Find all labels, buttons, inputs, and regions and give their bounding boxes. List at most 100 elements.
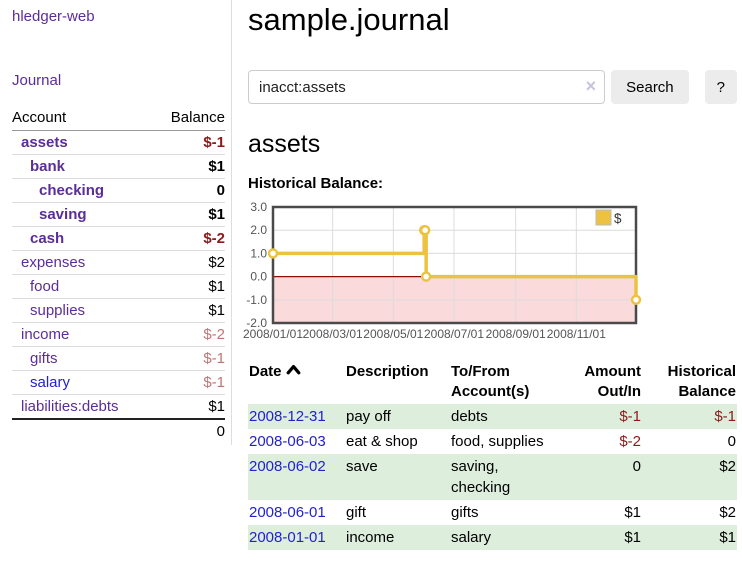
accounts-total-value: 0 [153, 418, 225, 443]
transaction-balance: $-1 [714, 408, 736, 425]
transaction-accounts: debts [451, 408, 488, 425]
register-header-accounts: To/From Account(s) [451, 363, 530, 400]
account-link[interactable]: bank [30, 158, 66, 175]
account-link[interactable]: expenses [21, 254, 86, 271]
account-link[interactable]: assets [21, 134, 68, 151]
plot-border [271, 205, 638, 325]
account-link[interactable]: cash [30, 230, 65, 247]
account-balance: $-1 [153, 346, 225, 371]
chart-title: Historical Balance: [248, 175, 384, 192]
register-tbody: 2008-12-31 pay off debts $-1 $-1 2008-06-03 ea… [248, 404, 737, 550]
register-row: 2008-06-03 eat & shop food, supplies $-2 0 [248, 429, 737, 454]
accounts-header-row: Account Balance [12, 106, 225, 131]
y-tick-label: 1.0 [250, 246, 267, 260]
x-tick-label: 2008/11/01 [547, 327, 606, 341]
account-link[interactable]: supplies [30, 302, 86, 319]
account-row: bank $1 [12, 154, 225, 179]
transaction-accounts: saving, checking [451, 458, 511, 496]
search-row: × Search ? [248, 70, 737, 104]
data-point-marker [267, 248, 279, 259]
account-row: liabilities:debts $1 [12, 394, 225, 419]
account-balance: $2 [153, 250, 225, 275]
transaction-date-link[interactable]: 2008-06-02 [249, 458, 326, 475]
main-panel: sample.journal × Search ? assets Histori… [243, 0, 737, 550]
x-tick-label: 2008/05/01 [363, 327, 423, 341]
transaction-amount: $1 [624, 529, 641, 546]
transaction-balance: $2 [719, 504, 736, 521]
account-link[interactable]: gifts [30, 350, 58, 367]
account-balance: $1 [153, 154, 225, 179]
transaction-date-link[interactable]: 2008-01-01 [249, 529, 326, 546]
x-tick-label: 2008/03/01 [303, 327, 363, 341]
account-row: salary $-1 [12, 370, 225, 395]
search-wrap: × [248, 70, 606, 104]
data-point-marker [630, 294, 642, 306]
legend-swatch [595, 209, 612, 226]
transaction-date-link[interactable]: 2008-06-01 [249, 504, 326, 521]
accounts-header-balance: Balance [153, 106, 225, 131]
account-balance: $-2 [153, 322, 225, 347]
transaction-balance: $2 [719, 458, 736, 475]
journal-link[interactable]: Journal [12, 72, 62, 89]
transaction-amount: $1 [624, 504, 641, 521]
search-input[interactable] [248, 70, 606, 104]
transaction-amount: $-2 [619, 433, 641, 450]
transaction-accounts: gifts [451, 504, 479, 521]
y-tick-label: 2.0 [250, 223, 267, 237]
x-tick-label: 2008/01/01 [243, 327, 303, 341]
accounts-header-account: Account [12, 106, 154, 131]
transaction-description: gift [346, 504, 367, 521]
clear-search-icon[interactable]: × [585, 76, 597, 96]
account-balance: $-2 [153, 226, 225, 251]
account-row: checking 0 [12, 178, 225, 203]
register-header-description: Description [346, 363, 429, 380]
legend-label: $ [614, 211, 622, 226]
register-row: 2008-01-01 income salary $1 $1 [248, 525, 737, 550]
account-balance: 0 [153, 178, 225, 203]
transaction-balance: 0 [727, 433, 736, 450]
y-tick-label: -1.0 [246, 293, 267, 307]
search-button[interactable]: Search [611, 70, 689, 104]
account-heading: assets [248, 130, 321, 158]
sidebar: hledger-web Journal Account Balance asse… [0, 0, 232, 445]
register-row: 2008-06-02 save saving, checking 0 $2 [248, 454, 737, 500]
y-tick-label: 0.0 [250, 270, 267, 284]
accounts-tbody: assets $-1 bank $1 checking 0 saving $1 cash $-2 e… [12, 131, 225, 419]
transaction-date-link[interactable]: 2008-06-03 [249, 433, 326, 450]
register-header-balance: Historical Balance [667, 363, 736, 400]
account-row: income $-2 [12, 322, 225, 347]
account-row: supplies $1 [12, 298, 225, 323]
register-header-date[interactable]: Date [248, 360, 345, 404]
transaction-description: pay off [346, 408, 391, 425]
transaction-amount: 0 [632, 458, 641, 475]
chart-legend: $ [595, 209, 622, 226]
transaction-description: save [346, 458, 378, 475]
account-balance: $1 [153, 394, 225, 419]
account-link[interactable]: checking [39, 182, 105, 199]
transaction-balance: $1 [719, 529, 736, 546]
transaction-date-link[interactable]: 2008-12-31 [249, 408, 326, 425]
account-row: food $1 [12, 274, 225, 299]
account-link[interactable]: liabilities:debts [21, 398, 119, 415]
account-balance: $1 [153, 298, 225, 323]
account-link[interactable]: food [30, 278, 60, 295]
account-balance: $1 [153, 274, 225, 299]
accounts-total-spacer [12, 418, 154, 443]
register-row: 2008-12-31 pay off debts $-1 $-1 [248, 404, 737, 429]
x-tick-label: 2008/09/01 [486, 327, 546, 341]
account-link[interactable]: income [21, 326, 70, 343]
account-row: expenses $2 [12, 250, 225, 275]
accounts-total-row: 0 [12, 418, 225, 443]
register-header-row: Date Description To/From Account(s) Amou… [248, 360, 737, 404]
account-balance: $-1 [203, 134, 225, 151]
transaction-accounts: salary [451, 529, 492, 546]
account-link[interactable]: saving [39, 206, 87, 223]
help-button[interactable]: ? [704, 70, 737, 104]
account-row: assets $-1 [12, 131, 225, 155]
data-point-marker [419, 225, 431, 236]
account-link[interactable]: salary [30, 374, 71, 391]
y-tick-label: 3.0 [250, 200, 267, 214]
transaction-description: income [346, 529, 395, 546]
app-title-link[interactable]: hledger-web [12, 8, 95, 25]
